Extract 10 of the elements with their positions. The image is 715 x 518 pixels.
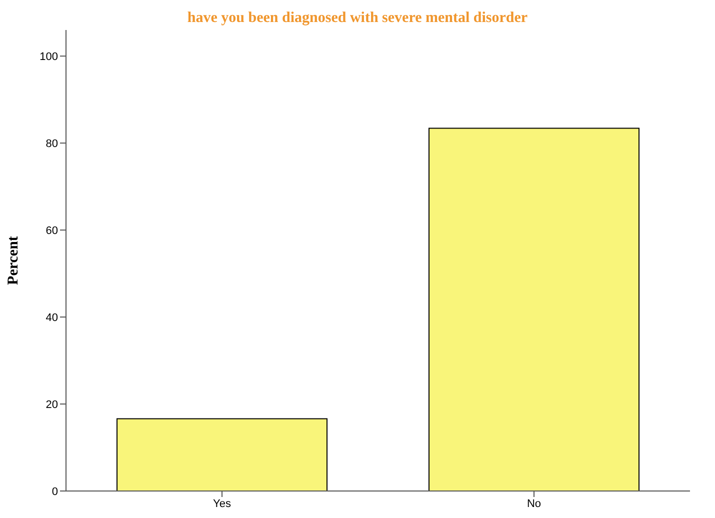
y-tick-label: 40 xyxy=(46,312,58,324)
y-tick-label: 100 xyxy=(40,51,58,63)
y-axis-title: Percent xyxy=(5,236,22,285)
y-tick-label: 80 xyxy=(46,138,58,150)
x-tick-label: Yes xyxy=(213,498,232,510)
y-tick-label: 60 xyxy=(46,224,58,237)
y-tick-label: 20 xyxy=(46,398,58,411)
chart-title: have you been diagnosed with severe mental disorder xyxy=(186,10,529,27)
y-tick-label: 0 xyxy=(52,486,58,498)
x-tick-label: No xyxy=(526,498,542,510)
